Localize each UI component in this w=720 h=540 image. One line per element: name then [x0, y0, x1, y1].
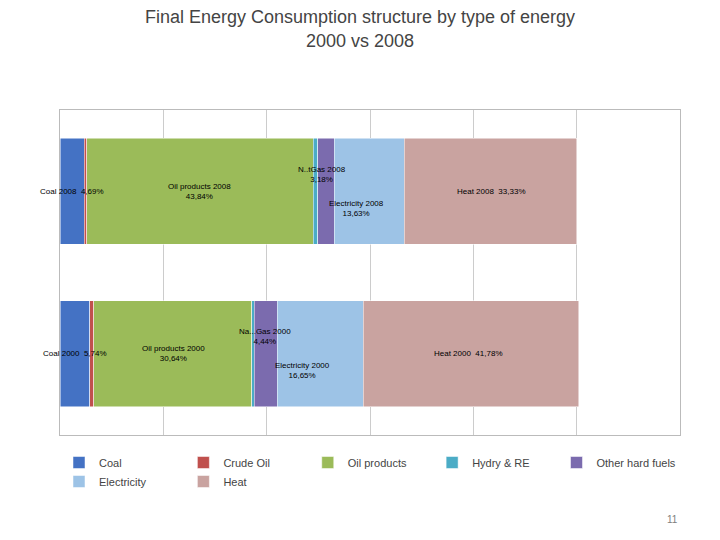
svg-text:Electricity 200016,65%: Electricity 200016,65%	[275, 361, 330, 380]
svg-text:Hydry & RE: Hydry & RE	[472, 457, 529, 469]
svg-text:Final Energy Consumption struc: Final Energy Consumption structure by ty…	[145, 7, 575, 50]
svg-text:N..tGas 20083,18%: N..tGas 20083,18%	[298, 165, 346, 184]
svg-text:Crude Oil: Crude Oil	[223, 457, 269, 469]
svg-text:Other hard fuels: Other hard fuels	[597, 457, 676, 469]
svg-text:Coal 2000 5,74%: Coal 2000 5,74%	[43, 349, 107, 358]
svg-text:Coal 2008 4,69%: Coal 2008 4,69%	[40, 187, 104, 196]
svg-text:Heat 2008 33,33%: Heat 2008 33,33%	[457, 187, 526, 196]
svg-text:Heat 2000 41,78%: Heat 2000 41,78%	[434, 349, 503, 358]
svg-text:Oil products: Oil products	[348, 457, 407, 469]
svg-text:Oil products 200030,64%: Oil products 200030,64%	[142, 344, 205, 363]
svg-text:Heat: Heat	[223, 476, 246, 488]
svg-text:Electricity: Electricity	[99, 476, 147, 488]
svg-text:11: 11	[667, 514, 678, 525]
svg-text:Na...Gas 20004,44%: Na...Gas 20004,44%	[239, 327, 291, 346]
svg-text:Coal: Coal	[99, 457, 122, 469]
svg-text:Oil products 200843,84%: Oil products 200843,84%	[168, 182, 231, 201]
svg-text:Electricity 200813,63%: Electricity 200813,63%	[329, 199, 384, 218]
